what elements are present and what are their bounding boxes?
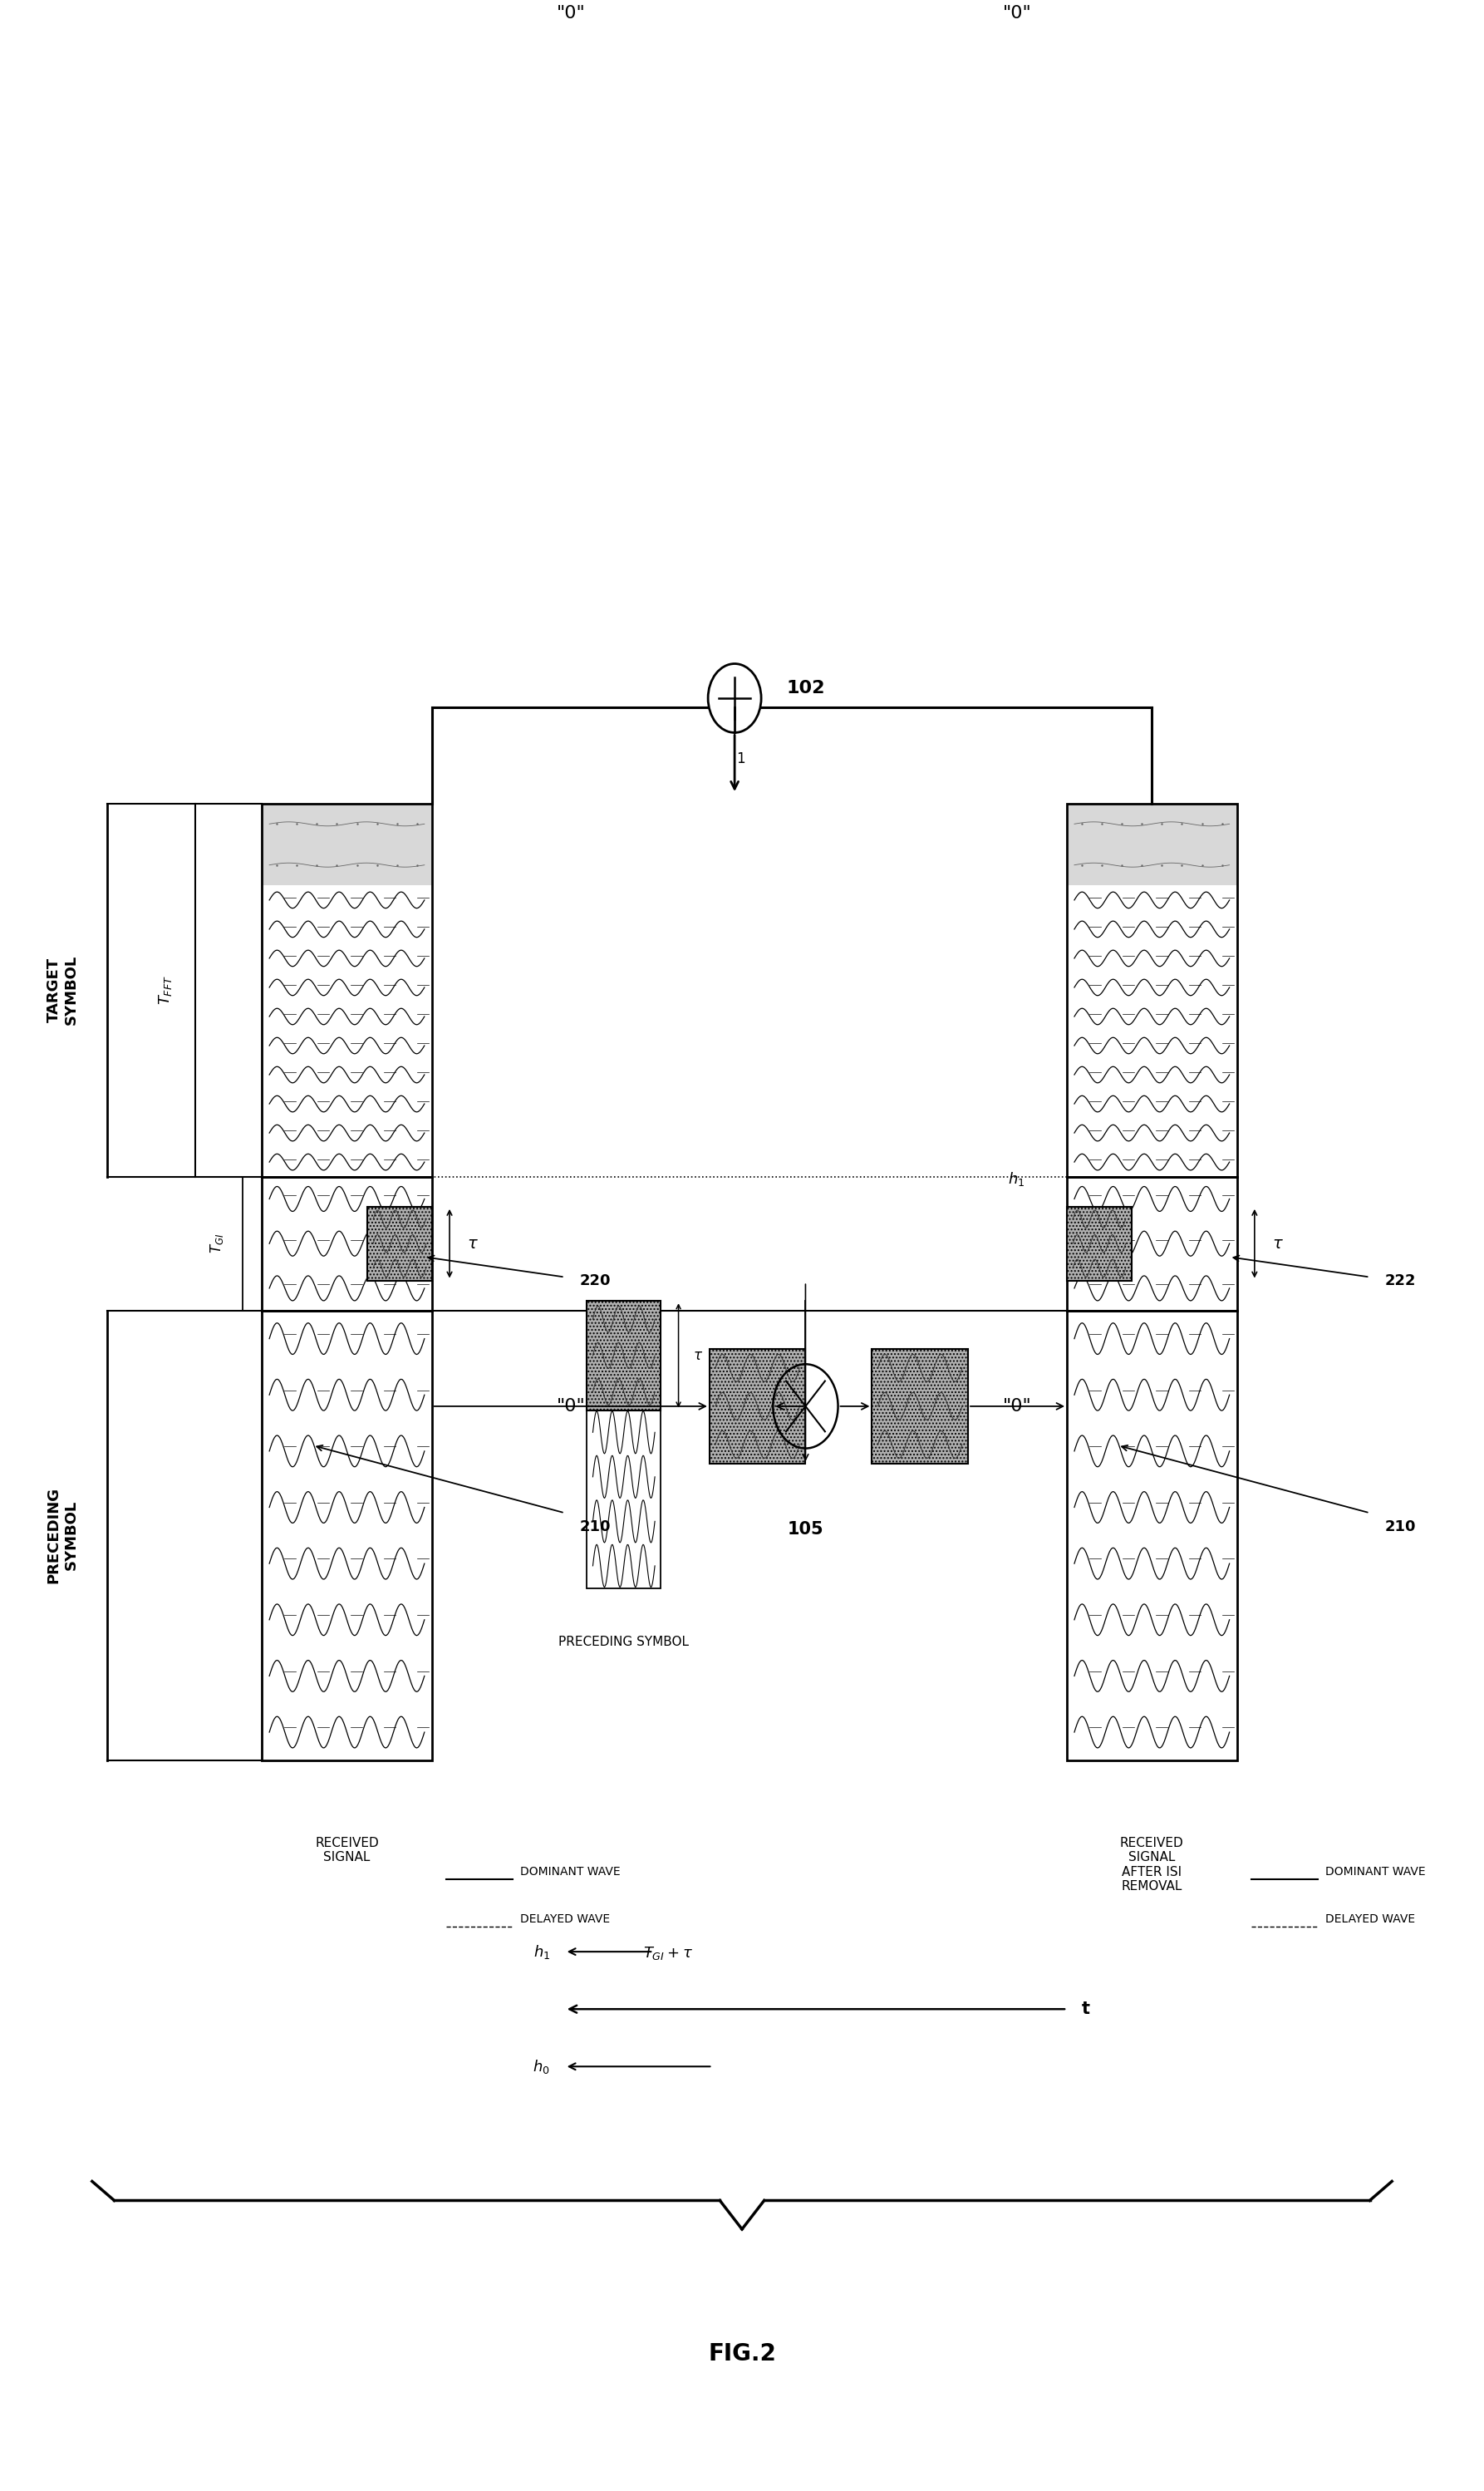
Text: $h_0$: $h_0$ xyxy=(533,2058,551,2075)
Bar xyxy=(1067,1206,1131,1280)
Text: 1: 1 xyxy=(736,752,745,767)
Bar xyxy=(1067,1176,1236,1310)
Bar xyxy=(263,1176,432,1310)
Text: PRECEDING
SYMBOL: PRECEDING SYMBOL xyxy=(46,1487,79,1584)
Bar xyxy=(1067,884,1236,1176)
Bar xyxy=(586,1300,660,1410)
Text: 102: 102 xyxy=(787,680,825,697)
Bar xyxy=(1067,805,1236,884)
Text: 210: 210 xyxy=(580,1520,611,1534)
Bar xyxy=(1067,1176,1236,1310)
Bar xyxy=(1067,1310,1236,1761)
Text: $T_{GI}$: $T_{GI}$ xyxy=(208,1233,226,1253)
Text: DELAYED WAVE: DELAYED WAVE xyxy=(1325,1913,1416,1926)
Text: $h_1$: $h_1$ xyxy=(533,1943,551,1960)
Text: t: t xyxy=(1082,2000,1091,2018)
Bar xyxy=(709,1348,806,1465)
Text: TARGET
SYMBOL: TARGET SYMBOL xyxy=(46,954,79,1024)
Text: $\tau$: $\tau$ xyxy=(693,1348,703,1363)
Text: DOMINANT WAVE: DOMINANT WAVE xyxy=(1325,1866,1426,1878)
Bar xyxy=(1067,1310,1236,1761)
Text: 220: 220 xyxy=(580,1273,611,1288)
Text: $T_{GI}+\tau$: $T_{GI}+\tau$ xyxy=(643,1945,693,1960)
Bar xyxy=(263,884,432,1176)
Bar xyxy=(586,1410,660,1589)
Bar xyxy=(263,805,432,884)
Text: DELAYED WAVE: DELAYED WAVE xyxy=(521,1913,610,1926)
Text: 222: 222 xyxy=(1385,1273,1416,1288)
Text: DOMINANT WAVE: DOMINANT WAVE xyxy=(521,1866,620,1878)
Text: FIG.2: FIG.2 xyxy=(708,2342,776,2366)
Text: $T_{FFT}$: $T_{FFT}$ xyxy=(157,974,174,1004)
Text: PRECEDING SYMBOL: PRECEDING SYMBOL xyxy=(558,1637,689,1649)
Text: "0": "0" xyxy=(1003,5,1031,22)
Text: RECEIVED
SIGNAL: RECEIVED SIGNAL xyxy=(315,1836,378,1863)
Text: $\tau$: $\tau$ xyxy=(1272,1236,1284,1250)
Text: $\tau$: $\tau$ xyxy=(467,1236,479,1250)
Bar xyxy=(263,805,432,1176)
Text: $h_1$: $h_1$ xyxy=(1008,1171,1025,1188)
Bar xyxy=(263,1310,432,1761)
Bar xyxy=(367,1206,432,1280)
Bar xyxy=(263,1310,432,1761)
Bar xyxy=(1067,805,1236,1176)
Text: "0": "0" xyxy=(556,5,585,22)
Text: "0": "0" xyxy=(1003,1397,1031,1415)
Text: 210: 210 xyxy=(1385,1520,1416,1534)
Bar xyxy=(873,1348,968,1465)
Text: 105: 105 xyxy=(788,1522,824,1537)
Text: RECEIVED
SIGNAL
AFTER ISI
REMOVAL: RECEIVED SIGNAL AFTER ISI REMOVAL xyxy=(1120,1836,1184,1893)
Text: "0": "0" xyxy=(556,1397,585,1415)
Bar xyxy=(263,1176,432,1310)
